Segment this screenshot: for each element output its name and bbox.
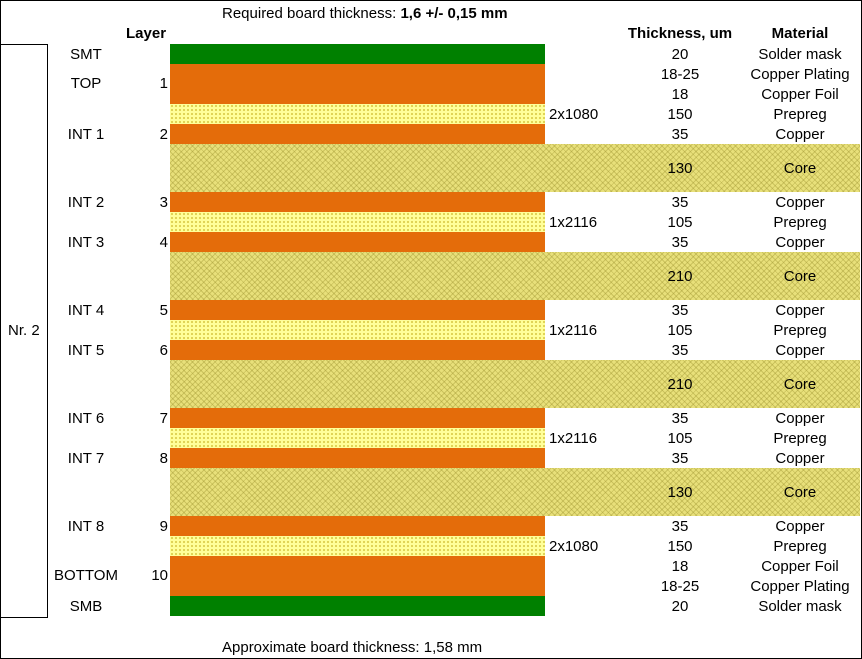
thickness-cell: 35 bbox=[671, 450, 689, 467]
material-cell: Core bbox=[783, 160, 817, 177]
prepreg-type: 1x2116 bbox=[549, 322, 598, 339]
material-cell: Core bbox=[783, 376, 817, 393]
copper-int1 bbox=[170, 124, 545, 144]
thickness-cell: 20 bbox=[671, 598, 689, 615]
required-thickness-value: 1,6 +/- 0,15 mm bbox=[400, 5, 508, 22]
required-thickness-label: Required board thickness: bbox=[222, 5, 401, 22]
prepreg-3 bbox=[170, 320, 545, 340]
material-cell: Core bbox=[783, 268, 817, 285]
thickness-cell: 210 bbox=[667, 268, 693, 285]
thickness-cell: 35 bbox=[671, 126, 689, 143]
thickness-cell: 35 bbox=[671, 302, 689, 319]
material-cell: Prepreg bbox=[773, 322, 827, 339]
thickness-cell: 35 bbox=[671, 342, 689, 359]
core-4 bbox=[170, 468, 860, 516]
thickness-cell: 210 bbox=[667, 376, 693, 393]
material-cell: Copper bbox=[775, 194, 825, 211]
thickness-cell: 35 bbox=[671, 410, 689, 427]
material-cell: Copper bbox=[775, 302, 825, 319]
thickness-cell: 105 bbox=[667, 322, 693, 339]
copper-int4 bbox=[170, 300, 545, 320]
material-cell: Copper Foil bbox=[761, 558, 839, 575]
prepreg-2 bbox=[170, 212, 545, 232]
prepreg-type: 2x1080 bbox=[549, 538, 599, 555]
prepreg-1 bbox=[170, 104, 545, 124]
thickness-cell: 20 bbox=[671, 46, 689, 63]
prepreg-type: 2x1080 bbox=[549, 106, 599, 123]
solder-mask-bottom bbox=[170, 596, 545, 616]
thickness-cell: 18 bbox=[671, 558, 689, 575]
thickness-cell: 150 bbox=[667, 538, 693, 555]
material-cell: Solder mask bbox=[758, 598, 842, 615]
material-cell: Copper bbox=[775, 234, 825, 251]
stack-name: Nr. 2 bbox=[8, 322, 40, 339]
header-material: Material bbox=[771, 25, 829, 42]
thickness-cell: 18-25 bbox=[660, 66, 700, 83]
core-1 bbox=[170, 144, 860, 192]
copper-int2 bbox=[170, 192, 545, 212]
copper-int3 bbox=[170, 232, 545, 252]
material-cell: Copper Foil bbox=[761, 86, 839, 103]
material-cell: Prepreg bbox=[773, 214, 827, 231]
prepreg-4 bbox=[170, 428, 545, 448]
material-cell: Core bbox=[783, 484, 817, 501]
prepreg-type: 1x2116 bbox=[549, 214, 598, 231]
thickness-cell: 130 bbox=[667, 484, 693, 501]
thickness-cell: 35 bbox=[671, 194, 689, 211]
material-cell: Copper bbox=[775, 450, 825, 467]
header-thickness: Thickness, um bbox=[627, 25, 733, 42]
approx-thickness: Approximate board thickness: 1,58 mm bbox=[222, 639, 483, 656]
material-cell: Copper bbox=[775, 518, 825, 535]
required-thickness: Required board thickness: 1,6 +/- 0,15 m… bbox=[222, 4, 508, 24]
copper-top bbox=[170, 64, 545, 104]
material-cell: Copper bbox=[775, 410, 825, 427]
material-cell: Prepreg bbox=[773, 106, 827, 123]
thickness-cell: 150 bbox=[667, 106, 693, 123]
copper-int7 bbox=[170, 448, 545, 468]
material-cell: Prepreg bbox=[773, 430, 827, 447]
thickness-cell: 105 bbox=[667, 214, 693, 231]
material-cell: Copper Plating bbox=[750, 66, 850, 83]
copper-int6 bbox=[170, 408, 545, 428]
prepreg-5 bbox=[170, 536, 545, 556]
thickness-cell: 105 bbox=[667, 430, 693, 447]
material-cell: Copper bbox=[775, 342, 825, 359]
material-cell: Prepreg bbox=[773, 538, 827, 555]
core-2 bbox=[170, 252, 860, 300]
solder-mask-top bbox=[170, 44, 545, 64]
copper-int8 bbox=[170, 516, 545, 536]
header-layer: Layer bbox=[126, 25, 167, 42]
prepreg-type: 1x2116 bbox=[549, 430, 598, 447]
material-cell: Copper Plating bbox=[750, 578, 850, 595]
thickness-cell: 35 bbox=[671, 518, 689, 535]
stack-bracket bbox=[0, 44, 48, 618]
thickness-cell: 18-25 bbox=[660, 578, 700, 595]
thickness-cell: 35 bbox=[671, 234, 689, 251]
material-cell: Solder mask bbox=[758, 46, 842, 63]
copper-bottom bbox=[170, 556, 545, 596]
thickness-cell: 18 bbox=[671, 86, 689, 103]
copper-int5 bbox=[170, 340, 545, 360]
core-3 bbox=[170, 360, 860, 408]
material-cell: Copper bbox=[775, 126, 825, 143]
thickness-cell: 130 bbox=[667, 160, 693, 177]
